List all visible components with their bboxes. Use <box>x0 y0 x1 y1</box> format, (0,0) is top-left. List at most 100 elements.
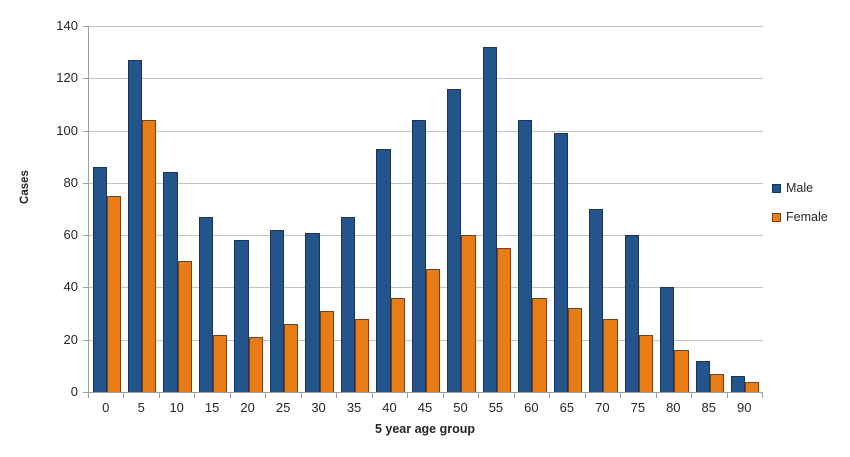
bar-group-25 <box>266 26 301 392</box>
y-tick-label: 60 <box>63 227 78 243</box>
bar-group-0 <box>89 26 124 392</box>
x-tick-mark <box>265 393 267 398</box>
legend-item-female: Female <box>772 209 828 225</box>
bar-female-80 <box>674 350 689 392</box>
x-tick-mark <box>123 393 125 398</box>
y-tick-mark <box>83 235 88 237</box>
x-tick-mark <box>726 393 728 398</box>
legend-label-male: Male <box>786 181 814 195</box>
bar-group-65 <box>550 26 585 392</box>
bar-male-40 <box>376 148 391 392</box>
bar-group-30 <box>302 26 337 392</box>
bar-female-15 <box>213 334 228 392</box>
gridline <box>89 78 763 80</box>
bar-female-45 <box>425 269 441 392</box>
bar-female-55 <box>496 248 512 392</box>
y-tick-mark <box>83 78 88 80</box>
x-tick-label: 0 <box>102 400 110 415</box>
bar-female-30 <box>319 310 334 392</box>
y-tick-mark <box>83 182 88 184</box>
x-axis-title: 5 year age group <box>374 422 476 436</box>
bar-group-55 <box>479 26 514 392</box>
gridline <box>89 182 763 184</box>
legend-label-female: Female <box>786 210 828 224</box>
x-tick-label: 15 <box>204 400 220 415</box>
bar-female-60 <box>532 297 547 392</box>
legend-swatch-female-icon <box>772 212 781 222</box>
x-tick-label: 60 <box>524 400 539 415</box>
bar-group-15 <box>195 26 230 392</box>
bar-group-5 <box>124 26 159 392</box>
bar-group-45 <box>408 26 443 392</box>
x-tick-mark <box>407 393 409 398</box>
bar-female-35 <box>355 318 370 392</box>
bar-male-15 <box>198 216 214 392</box>
y-tick-label: 100 <box>56 122 78 138</box>
y-tick-label: 120 <box>56 70 78 86</box>
x-tick-mark <box>620 393 622 398</box>
gridline <box>89 235 763 237</box>
bar-group-90 <box>728 26 763 392</box>
bar-group-60 <box>515 26 550 392</box>
x-tick-label: 45 <box>417 400 433 415</box>
y-tick-label: 0 <box>70 384 78 399</box>
bar-group-10 <box>160 26 195 392</box>
x-tick-label: 40 <box>382 400 397 415</box>
x-tick-mark <box>478 393 480 398</box>
x-tick-mark <box>158 393 160 398</box>
x-tick-mark <box>655 393 657 398</box>
legend-item-male: Male <box>772 180 828 196</box>
bar-male-90 <box>731 376 746 392</box>
x-tick-mark <box>584 393 586 398</box>
bar-female-90 <box>745 381 760 392</box>
x-tick-label: 5 <box>137 400 145 415</box>
bar-male-70 <box>589 209 604 392</box>
bar-male-0 <box>92 167 107 392</box>
bar-female-0 <box>106 195 121 392</box>
x-tick-label: 50 <box>453 400 468 415</box>
bar-female-50 <box>461 235 476 392</box>
y-tick-label: 20 <box>63 331 78 347</box>
x-tick-label: 25 <box>275 400 291 415</box>
x-tick-label: 55 <box>488 400 504 415</box>
x-tick-label: 90 <box>737 400 752 415</box>
x-tick-label: 70 <box>595 400 610 415</box>
x-tick-label: 65 <box>559 400 575 415</box>
bar-female-10 <box>177 261 192 392</box>
y-tick-mark <box>83 130 88 132</box>
bar-male-80 <box>660 287 675 392</box>
y-tick-label: 140 <box>56 18 78 33</box>
gridline <box>89 130 763 132</box>
bar-group-40 <box>373 26 408 392</box>
x-tick-mark <box>762 393 763 398</box>
bar-female-5 <box>142 120 157 392</box>
bar-female-85 <box>709 373 724 392</box>
bar-male-20 <box>234 240 249 392</box>
x-tick-mark <box>442 393 444 398</box>
y-tick-mark <box>83 287 88 289</box>
bar-male-75 <box>624 235 639 392</box>
bar-male-65 <box>553 133 568 392</box>
bar-male-5 <box>128 60 143 392</box>
x-tick-label: 75 <box>630 400 646 415</box>
x-tick-mark <box>336 393 338 398</box>
bar-group-80 <box>657 26 692 392</box>
x-tick-mark <box>300 393 302 398</box>
bar-male-25 <box>269 229 285 392</box>
bar-male-60 <box>518 120 533 392</box>
y-tick-mark <box>83 26 88 27</box>
x-tick-mark <box>194 393 196 398</box>
x-tick-mark <box>371 393 373 398</box>
bar-female-25 <box>284 324 299 392</box>
legend-swatch-male-icon <box>772 183 781 193</box>
bar-male-45 <box>411 120 426 392</box>
x-tick-mark <box>691 393 693 398</box>
x-tick-label: 35 <box>346 400 362 415</box>
bar-female-70 <box>603 318 618 392</box>
plot-area <box>88 26 763 393</box>
x-tick-label: 80 <box>666 400 681 415</box>
bar-group-75 <box>621 26 656 392</box>
bar-male-50 <box>447 88 462 392</box>
bar-male-35 <box>340 216 356 392</box>
